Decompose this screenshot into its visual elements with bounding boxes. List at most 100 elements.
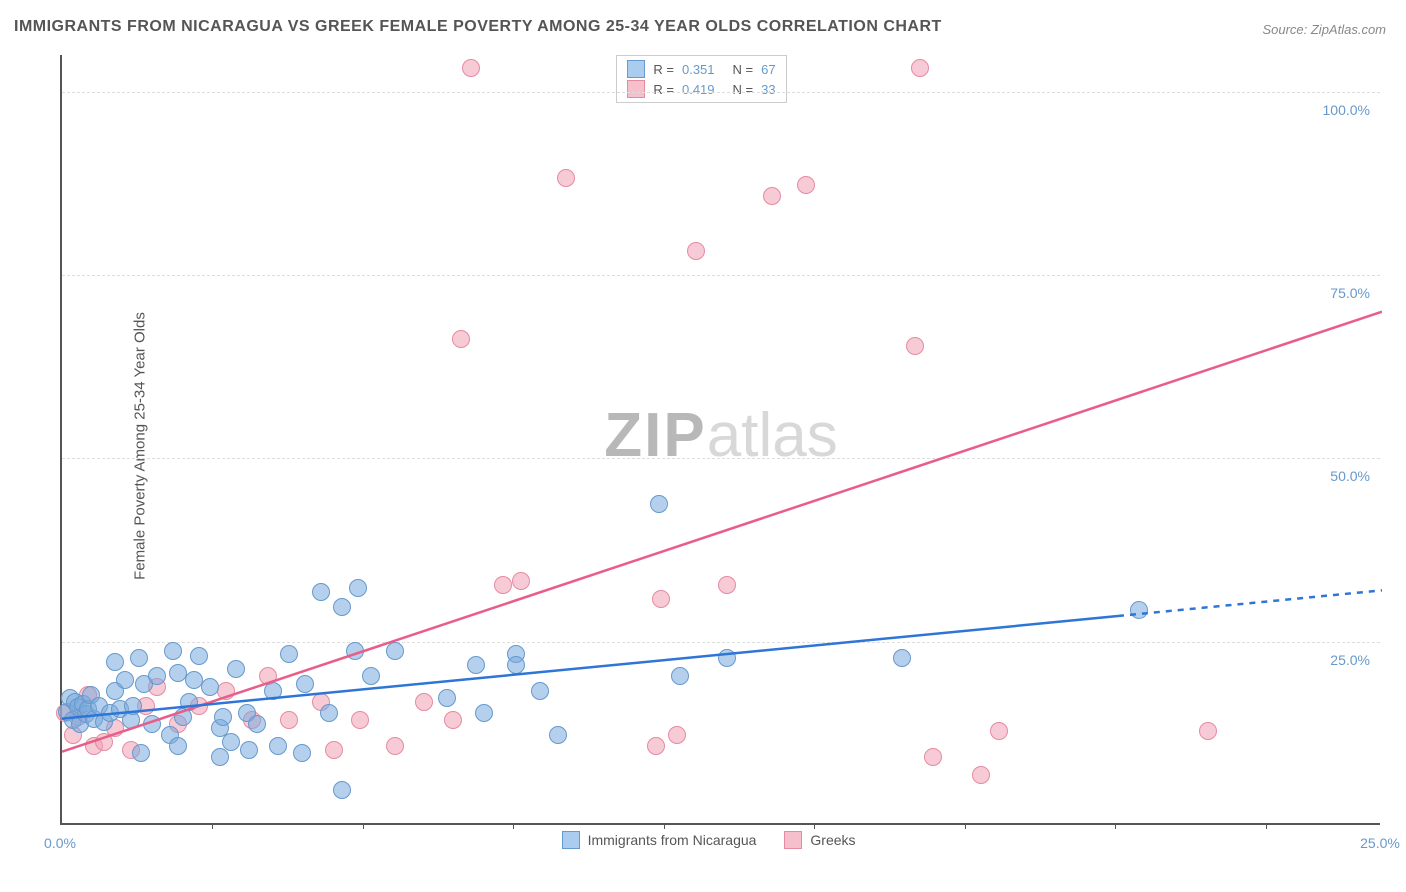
nicaragua-point [248, 715, 266, 733]
greeks-point [351, 711, 369, 729]
legend-label: Greeks [810, 832, 855, 848]
corr-legend-row: R =0.419N =33 [627, 80, 775, 98]
legend-swatch [562, 831, 580, 849]
corr-n-value: 67 [761, 62, 775, 77]
greeks-point [462, 59, 480, 77]
chart-title: IMMIGRANTS FROM NICARAGUA VS GREEK FEMAL… [14, 18, 942, 36]
x-tick-label: 0.0% [44, 835, 76, 851]
greeks-point [217, 682, 235, 700]
correlation-legend: R =0.351N =67R =0.419N =33 [616, 55, 786, 103]
greeks-point [668, 726, 686, 744]
x-tick-mark [664, 823, 665, 829]
greeks-point [906, 337, 924, 355]
y-tick-label: 25.0% [1330, 652, 1370, 668]
corr-r-label: R = [653, 62, 674, 77]
nicaragua-point [190, 647, 208, 665]
watermark-atlas: atlas [707, 401, 838, 470]
nicaragua-point [280, 645, 298, 663]
watermark-zip: ZIP [604, 401, 706, 470]
nicaragua-point [222, 733, 240, 751]
watermark: ZIPatlas [604, 400, 837, 471]
legend-item: Greeks [784, 831, 855, 849]
nicaragua-point [296, 675, 314, 693]
greeks-point [763, 187, 781, 205]
legend-swatch [627, 60, 645, 78]
greeks-point [415, 693, 433, 711]
nicaragua-point [148, 667, 166, 685]
nicaragua-point [362, 667, 380, 685]
x-tick-label: 25.0% [1360, 835, 1400, 851]
gridline [62, 275, 1380, 276]
x-tick-mark [1115, 823, 1116, 829]
nicaragua-point [214, 708, 232, 726]
nicaragua-point [718, 649, 736, 667]
greeks-point [557, 169, 575, 187]
y-tick-label: 50.0% [1330, 468, 1370, 484]
legend-item: Immigrants from Nicaragua [562, 831, 757, 849]
nicaragua-point [130, 649, 148, 667]
nicaragua-point [169, 737, 187, 755]
x-tick-mark [965, 823, 966, 829]
greeks-point [280, 711, 298, 729]
nicaragua-point [386, 642, 404, 660]
corr-legend-row: R = 0.351 N = 67 [627, 60, 775, 78]
corr-r-label: R = [653, 82, 674, 97]
legend-swatch [784, 831, 802, 849]
nicaragua-point [143, 715, 161, 733]
x-tick-mark [513, 823, 514, 829]
greeks-point [444, 711, 462, 729]
x-tick-mark [814, 823, 815, 829]
nicaragua-point [180, 693, 198, 711]
nicaragua-point [116, 671, 134, 689]
nicaragua-point [650, 495, 668, 513]
greeks-point [924, 748, 942, 766]
greeks-point [452, 330, 470, 348]
nicaragua-point [269, 737, 287, 755]
gridline [62, 92, 1380, 93]
nicaragua-point [507, 656, 525, 674]
corr-r-value: 0.351 [682, 62, 715, 77]
greeks-point [647, 737, 665, 755]
greeks-point [386, 737, 404, 755]
greeks-point [972, 766, 990, 784]
x-tick-mark [1266, 823, 1267, 829]
nicaragua-point [475, 704, 493, 722]
plot-area: ZIPatlas R =0.351N =67R =0.419N =33 25.0… [60, 55, 1380, 825]
corr-r-value: 0.419 [682, 82, 715, 97]
series-legend: Immigrants from Nicaragua Greeks [562, 831, 856, 849]
nicaragua-point [467, 656, 485, 674]
nicaragua-point [106, 653, 124, 671]
nicaragua-point [333, 781, 351, 799]
greeks-point [797, 176, 815, 194]
greeks-point [990, 722, 1008, 740]
greeks-point [1199, 722, 1217, 740]
nicaragua-point [293, 744, 311, 762]
trendlines-layer [62, 55, 1382, 825]
greeks-point [325, 741, 343, 759]
nicaragua-point [264, 682, 282, 700]
chart-container: IMMIGRANTS FROM NICARAGUA VS GREEK FEMAL… [0, 0, 1406, 892]
nicaragua-point [132, 744, 150, 762]
greeks-point [718, 576, 736, 594]
greeks-point [512, 572, 530, 590]
nicaragua-point [240, 741, 258, 759]
gridline [62, 642, 1380, 643]
greeks-point [911, 59, 929, 77]
nicaragua-point [1130, 601, 1148, 619]
nicaragua-point [438, 689, 456, 707]
nicaragua-point [333, 598, 351, 616]
nicaragua-point [671, 667, 689, 685]
nicaragua-point [531, 682, 549, 700]
x-tick-mark [363, 823, 364, 829]
gridline [62, 458, 1380, 459]
legend-label: Immigrants from Nicaragua [588, 832, 757, 848]
nicaragua-point [349, 579, 367, 597]
greeks-point [687, 242, 705, 260]
corr-n-label: N = [733, 82, 754, 97]
legend-swatch [627, 80, 645, 98]
nicaragua-point [124, 697, 142, 715]
corr-n-label: N = [733, 62, 754, 77]
nicaragua-point [227, 660, 245, 678]
source-attribution: Source: ZipAtlas.com [1262, 22, 1386, 37]
y-tick-label: 75.0% [1330, 285, 1370, 301]
